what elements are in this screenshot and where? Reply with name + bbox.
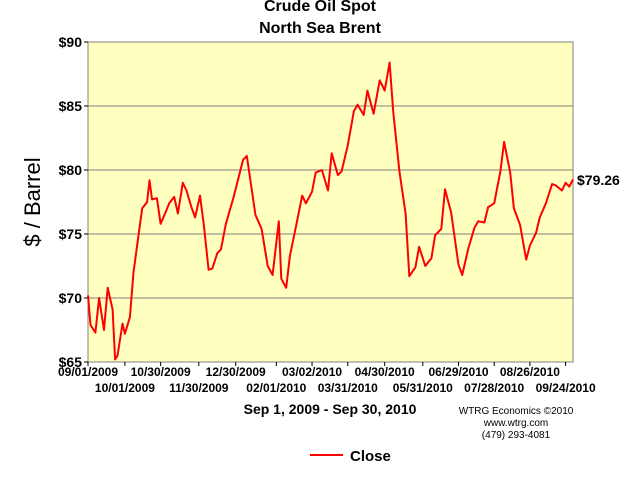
x-tick-label: 06/29/2010 — [428, 365, 488, 379]
series-line-close — [87, 61, 574, 361]
x-tick-label: 07/28/2010 — [464, 381, 524, 395]
x-tick-label: 02/01/2010 — [246, 381, 306, 395]
credit-line-3: (479) 293-4081 — [482, 430, 551, 441]
y-tick-label: $75 — [59, 226, 83, 242]
x-tick-label: 03/31/2010 — [318, 381, 378, 395]
x-tick-label: 03/02/2010 — [282, 365, 342, 379]
x-tick-label: 09/01/2009 — [58, 365, 118, 379]
chart-subtitle: North Sea Brent — [259, 20, 381, 37]
x-tick-label: 09/24/2010 — [536, 381, 596, 395]
x-tick-label: 11/30/2009 — [169, 381, 229, 395]
y-tick-label: $65 — [59, 354, 83, 370]
x-axis: 09/01/2009 10/30/2009 12/30/2009 03/02/2010… — [58, 362, 596, 395]
y-tick-label: $70 — [59, 290, 83, 306]
chart-title: Crude Oil Spot — [264, 0, 376, 15]
y-axis: $65 $70 $75 $80 $85 $90 — [59, 34, 88, 370]
credit-line-2: www.wtrg.com — [483, 418, 548, 429]
x-tick-label: 10/01/2009 — [95, 381, 155, 395]
y-tick-label: $90 — [59, 34, 83, 50]
x-tick-label: 05/31/2010 — [393, 381, 453, 395]
x-tick-label: 10/30/2009 — [131, 365, 191, 379]
y-tick-label: $85 — [59, 98, 83, 114]
y-axis-label: $ / Barrel — [20, 157, 45, 246]
x-tick-label: 08/26/2010 — [500, 365, 560, 379]
x-tick-label: 04/30/2010 — [355, 365, 415, 379]
last-value-label: $79.26 — [577, 172, 620, 188]
plot-area — [87, 41, 574, 363]
x-axis-label: Sep 1, 2009 - Sep 30, 2010 — [244, 401, 417, 417]
x-tick-label: 12/30/2009 — [206, 365, 266, 379]
legend-label-close: Close — [350, 448, 391, 465]
credit-line-1: WTRG Economics ©2010 — [459, 406, 574, 417]
y-tick-label: $80 — [59, 162, 83, 178]
